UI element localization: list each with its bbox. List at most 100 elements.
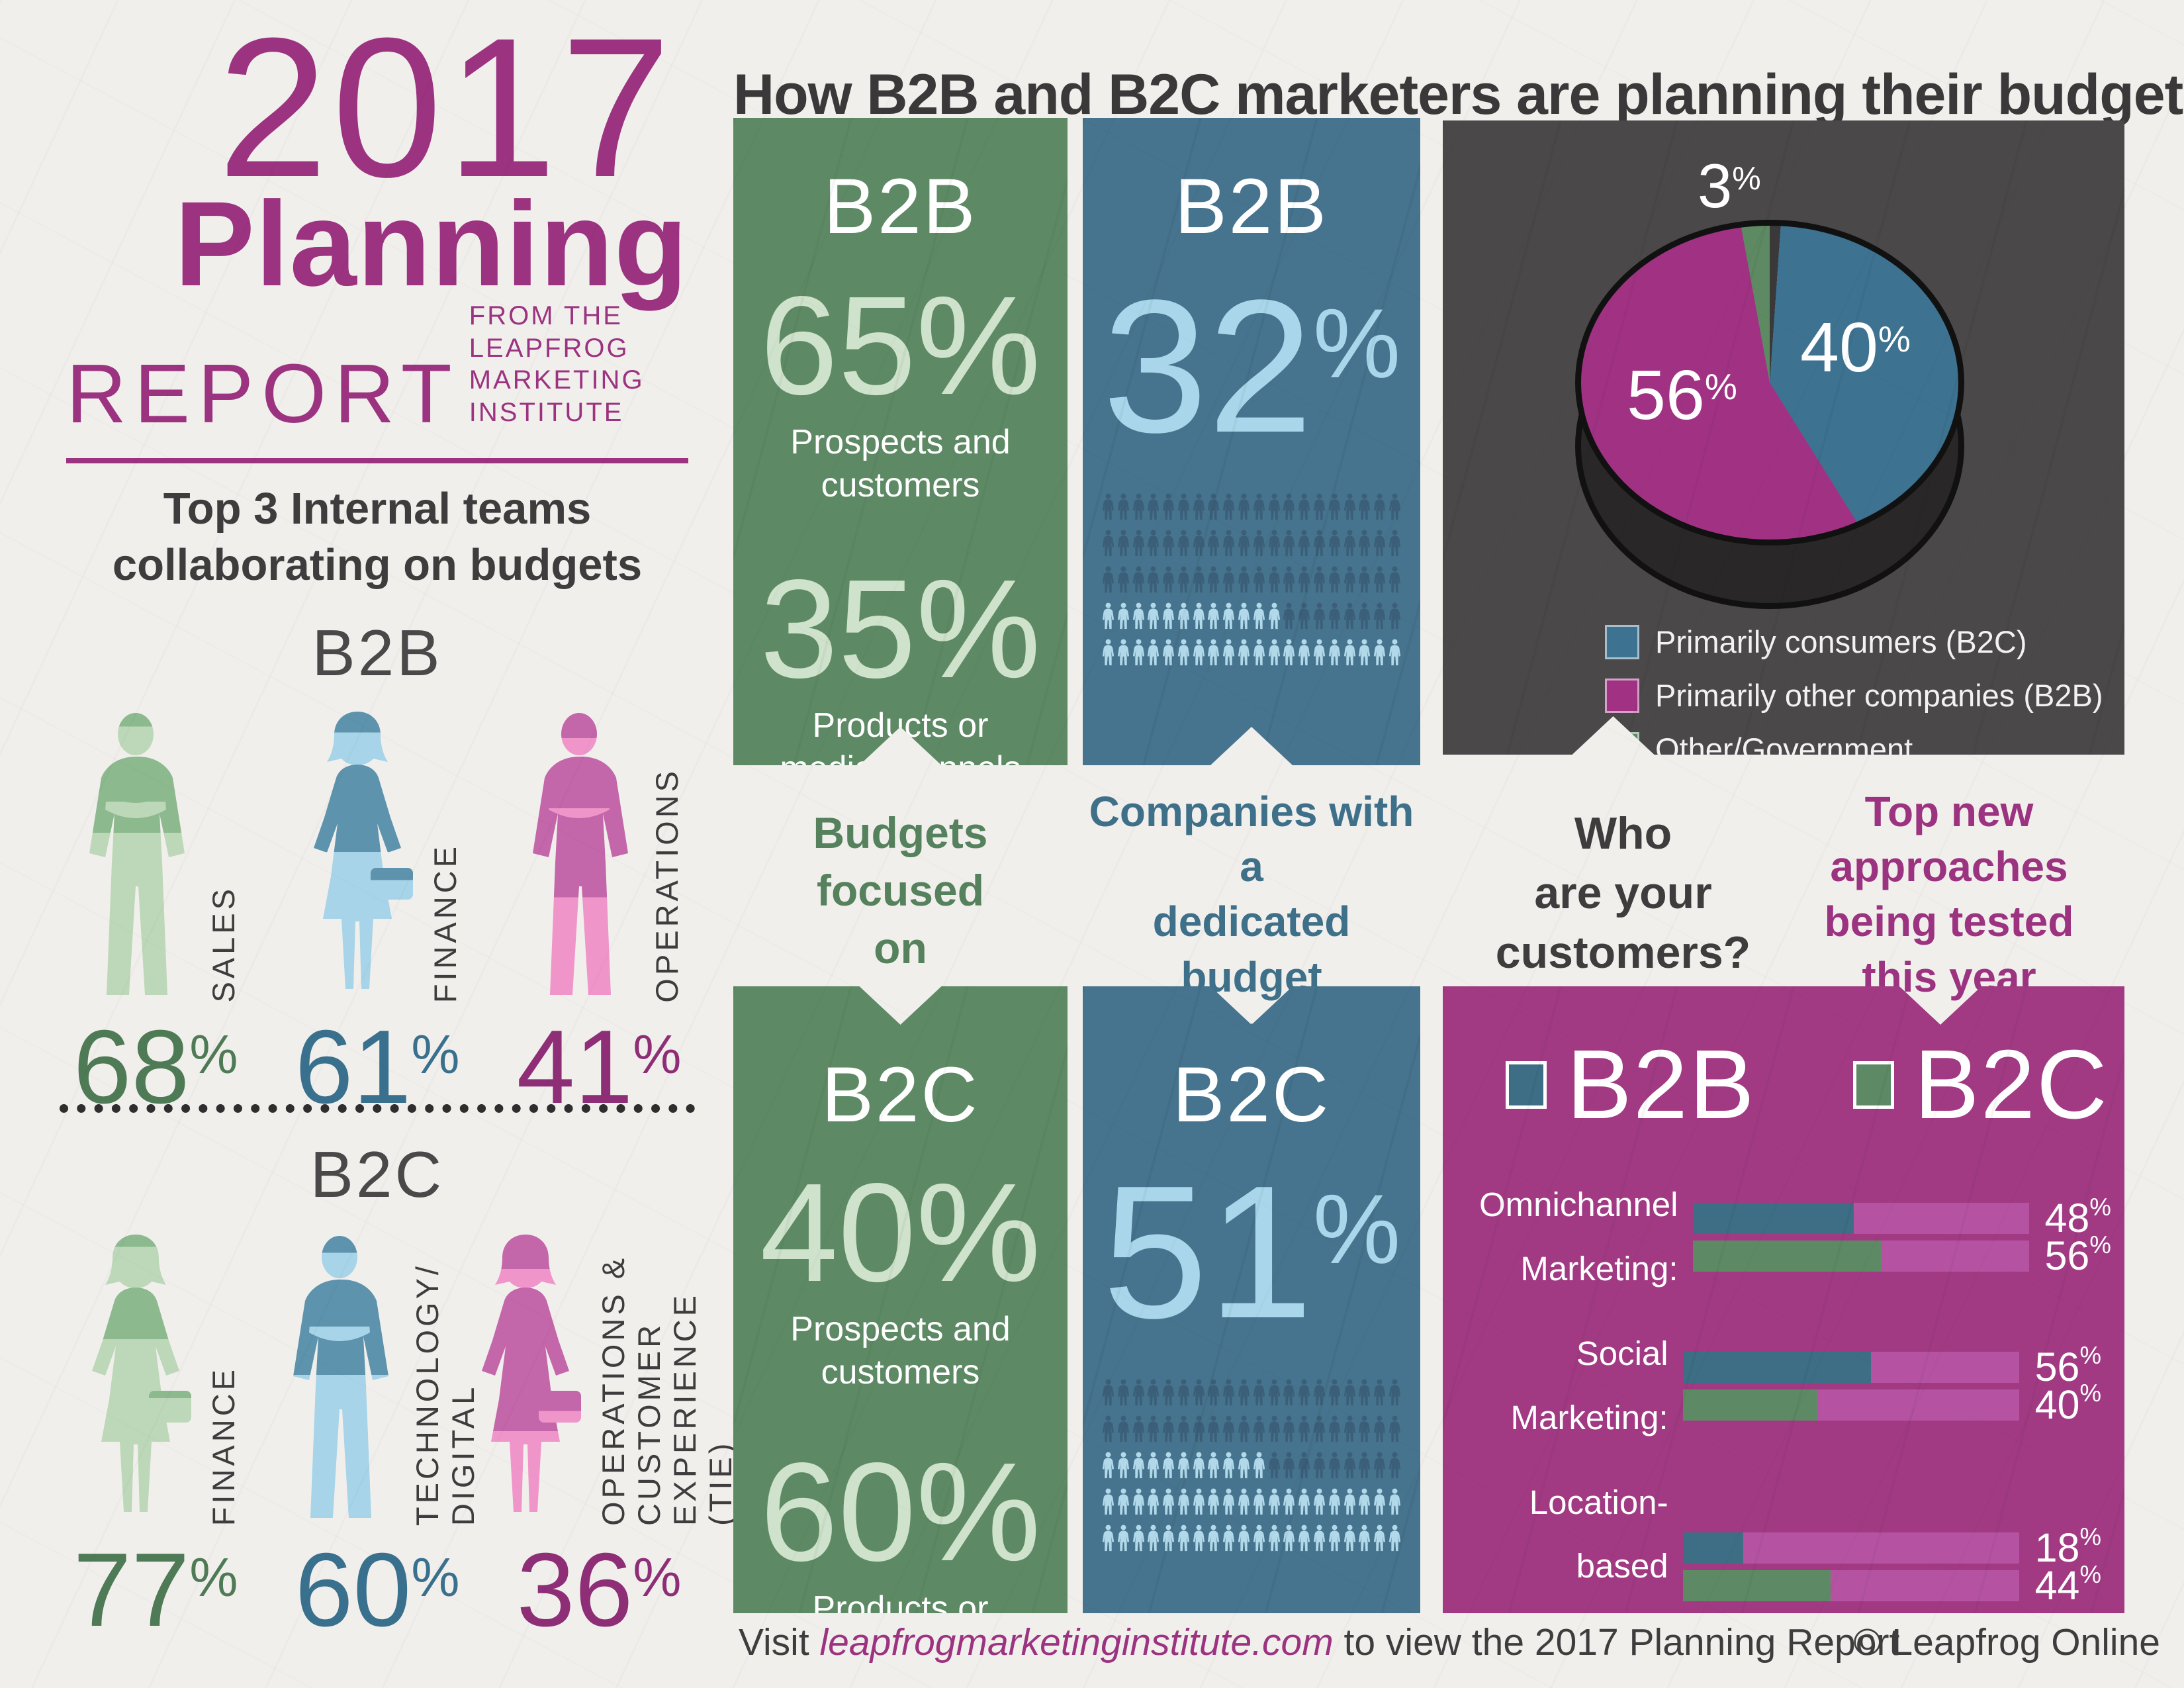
pictogram-row	[1102, 1524, 1401, 1553]
team-percentage: 60%	[295, 1532, 460, 1648]
bar-category-label: Voice Services	[1479, 1683, 1668, 1688]
person-pictogram-icon	[1222, 1415, 1235, 1444]
person-pictogram-icon	[1102, 565, 1115, 594]
legend-swatch-b2c	[1853, 1061, 1894, 1109]
person-pictogram-icon	[1238, 1451, 1250, 1480]
pictogram-b2b	[1102, 492, 1401, 667]
footer-link[interactable]: leapfrogmarketinginstitute.com	[819, 1621, 1334, 1664]
person-pictogram-icon	[1193, 1451, 1205, 1480]
person-pictogram-icon	[1373, 1451, 1386, 1480]
person-pictogram-icon	[1177, 1451, 1190, 1480]
person-pictogram-icon	[1222, 565, 1235, 594]
person-pictogram-icon	[1283, 492, 1295, 522]
person-pictogram-icon	[1358, 638, 1371, 667]
bar-fill	[1693, 1241, 1881, 1272]
caption-top-approaches: Top new approaches being tested this yea…	[1824, 788, 2074, 1001]
legend-label: B2C	[1914, 1030, 2109, 1139]
person-pictogram-icon	[1328, 1451, 1341, 1480]
person-pictogram-icon	[1343, 1487, 1356, 1517]
person-pictogram-icon	[1222, 1378, 1235, 1407]
person-pictogram-icon	[1117, 1524, 1130, 1553]
person-pictogram-icon	[1162, 1524, 1175, 1553]
person-pictogram-icon	[1132, 529, 1145, 558]
team-role-label: OPERATIONS	[649, 768, 684, 1003]
pictogram-row	[1102, 602, 1401, 631]
team-role-label: SALES	[205, 886, 241, 1003]
team-percentage: 68%	[73, 1009, 238, 1125]
bar-category-label: Omnichannel Marketing:	[1479, 1186, 1678, 1288]
person-silhouette-icon	[513, 712, 645, 1003]
team-figure-sales: SALES 68%	[53, 698, 258, 1119]
person-pictogram-icon	[1298, 1524, 1310, 1553]
person-pictogram-icon	[1222, 492, 1235, 522]
person-pictogram-icon	[1358, 1415, 1371, 1444]
bar-fill	[1683, 1532, 1743, 1564]
person-pictogram-icon	[1373, 1415, 1386, 1444]
person-pictogram-icon	[1207, 529, 1220, 558]
team-figure-finance: FINANCE 61%	[275, 698, 480, 1119]
person-pictogram-icon	[1388, 529, 1401, 558]
person-pictogram-icon	[1253, 492, 1265, 522]
person-pictogram-icon	[1343, 529, 1356, 558]
group-label-b2c: B2C	[310, 1138, 445, 1211]
person-pictogram-icon	[1162, 1487, 1175, 1517]
person-pictogram-icon	[1117, 1487, 1130, 1517]
person-pictogram-icon	[1193, 1524, 1205, 1553]
person-pictogram-icon	[1268, 638, 1281, 667]
person-pictogram-icon	[1147, 1451, 1160, 1480]
team-percentage: 36%	[516, 1532, 682, 1648]
legend-item-consumers: Primarily consumers (B2C)	[1605, 624, 2103, 660]
legend-item-b2b: B2B	[1506, 1029, 1756, 1141]
person-silhouette-icon	[69, 1235, 202, 1526]
person-pictogram-icon	[1373, 1378, 1386, 1407]
pie-label-b2c: 40%	[1800, 308, 1911, 387]
person-pictogram-icon	[1132, 565, 1145, 594]
person-pictogram-icon	[1102, 1524, 1115, 1553]
person-pictogram-icon	[1117, 1451, 1130, 1480]
person-pictogram-icon	[1162, 602, 1175, 631]
person-pictogram-icon	[1283, 638, 1295, 667]
person-pictogram-icon	[1298, 1378, 1310, 1407]
team-percentage: 61%	[295, 1009, 460, 1125]
main-title: How B2B and B2C marketers are planning t…	[733, 62, 2184, 126]
person-pictogram-icon	[1207, 492, 1220, 522]
person-pictogram-icon	[1388, 602, 1401, 631]
person-pictogram-icon	[1388, 565, 1401, 594]
person-pictogram-icon	[1328, 1487, 1341, 1517]
person-pictogram-icon	[1147, 1415, 1160, 1444]
stat-value-prospects: 40%	[760, 1154, 1041, 1311]
person-pictogram-icon	[1132, 1415, 1145, 1444]
stat-label-prospects: Prospects and customers	[790, 1310, 1011, 1391]
team-percentage: 77%	[73, 1532, 238, 1648]
team-role-label: TECHNOLOGY/ DIGITAL	[409, 1262, 480, 1526]
person-pictogram-icon	[1193, 492, 1205, 522]
caption-budgets-focused-on: Budgets focused on	[813, 808, 988, 973]
person-pictogram-icon	[1102, 1487, 1115, 1517]
person-pictogram-icon	[1238, 1487, 1250, 1517]
person-pictogram-icon	[1117, 602, 1130, 631]
person-pictogram-icon	[1177, 529, 1190, 558]
person-pictogram-icon	[1388, 1451, 1401, 1480]
bar-fill	[1683, 1389, 1817, 1421]
person-pictogram-icon	[1358, 1487, 1371, 1517]
person-pictogram-icon	[1238, 602, 1250, 631]
person-pictogram-icon	[1268, 1524, 1281, 1553]
person-pictogram-icon	[1328, 602, 1341, 631]
person-pictogram-icon	[1193, 602, 1205, 631]
team-figure-finance: FINANCE 77%	[53, 1221, 258, 1642]
bar-fill	[1683, 1570, 1831, 1601]
person-pictogram-icon	[1207, 565, 1220, 594]
bar-group: Social Marketing: 56% 40%	[1479, 1322, 2101, 1450]
person-pictogram-icon	[1162, 565, 1175, 594]
person-pictogram-icon	[1238, 1415, 1250, 1444]
person-pictogram-icon	[1343, 492, 1356, 522]
pictogram-b2c	[1102, 1378, 1401, 1553]
bar-group: Voice Services8%18%	[1479, 1683, 2101, 1688]
legend-item-companies: Primarily other companies (B2B)	[1605, 677, 2103, 714]
person-silhouette-icon	[69, 712, 202, 1003]
person-pictogram-icon	[1268, 1487, 1281, 1517]
person-pictogram-icon	[1328, 1524, 1341, 1553]
person-pictogram-icon	[1207, 638, 1220, 667]
person-pictogram-icon	[1298, 638, 1310, 667]
person-pictogram-icon	[1328, 565, 1341, 594]
